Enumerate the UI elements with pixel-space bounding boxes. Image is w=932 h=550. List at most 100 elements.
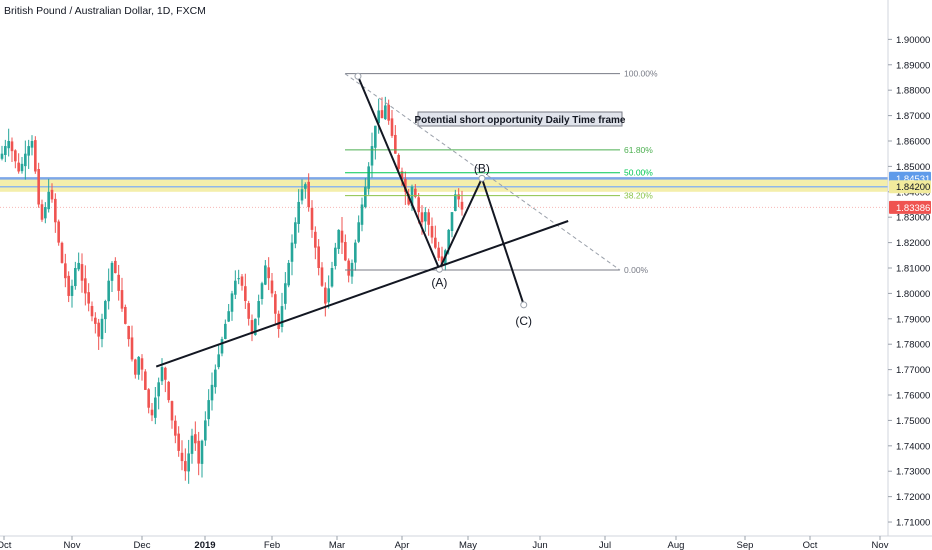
candle-body xyxy=(430,226,434,238)
wave-start-anchor xyxy=(354,72,362,80)
candle-body xyxy=(147,389,150,408)
price-axis[interactable]: 1.90000 1.89000 1.88000 1.87000 1.86000 1.850… xyxy=(887,0,932,550)
candle-body xyxy=(344,242,347,261)
candle-body xyxy=(370,146,374,166)
resistance-zone-yellow xyxy=(0,178,888,192)
candle-body xyxy=(144,371,147,390)
candle-body xyxy=(287,262,290,286)
candle-body xyxy=(24,153,27,167)
candle-body xyxy=(420,212,424,223)
candle-body xyxy=(314,231,317,248)
candle-body xyxy=(254,318,257,335)
x-tick-label: Jul xyxy=(599,540,611,550)
candle-body xyxy=(307,181,310,208)
candle-body xyxy=(130,337,134,360)
candle-body xyxy=(114,260,117,274)
candle-body xyxy=(10,141,14,152)
candle-body xyxy=(200,440,204,464)
candle-body xyxy=(47,191,50,210)
time-axis[interactable]: Oct Nov Dec 2019 Feb Mar Apr May Jun Jul Aug Sep Oct… xyxy=(0,535,932,550)
y-tick-label: 1.71000 xyxy=(896,518,930,529)
y-tick-label: 1.77000 xyxy=(896,365,930,376)
x-tick-label: Oct xyxy=(803,540,818,550)
wave-label-a: (A) xyxy=(431,275,447,289)
candle-body xyxy=(414,188,417,197)
candle-body xyxy=(380,110,384,119)
candle-body xyxy=(177,433,180,451)
candle-body xyxy=(440,256,444,266)
price-badge-label: 1.84531 xyxy=(896,174,930,185)
candle-body xyxy=(94,317,97,324)
candle-body xyxy=(137,356,140,375)
candle-body xyxy=(390,118,394,136)
y-tick-label: 1.86000 xyxy=(896,136,930,147)
candle-body xyxy=(340,230,344,243)
candle-body xyxy=(124,306,127,324)
candle-body xyxy=(277,313,280,329)
candle-body xyxy=(317,246,320,268)
candle-body xyxy=(437,247,440,258)
candle-body xyxy=(394,134,397,154)
y-tick-label: 1.73000 xyxy=(896,467,930,478)
candle-body xyxy=(450,212,454,231)
candle-body xyxy=(210,384,214,401)
y-tick-label: 1.75000 xyxy=(896,416,930,427)
fib-label: 0.00% xyxy=(624,265,649,275)
candle-body xyxy=(157,382,160,397)
candle-body xyxy=(330,268,334,287)
candle-body xyxy=(427,212,430,225)
candle-body xyxy=(0,153,4,159)
chart-title: British Pound / Australian Dollar, 1D, F… xyxy=(4,5,206,17)
y-tick-label: 1.81000 xyxy=(896,264,930,275)
time-axis-bg xyxy=(0,536,932,550)
candle-body xyxy=(460,201,464,210)
candle-body xyxy=(264,265,267,285)
candle-body xyxy=(80,264,84,281)
x-tick-label: Nov xyxy=(872,540,889,550)
candle-body xyxy=(454,194,457,211)
candlestick-series xyxy=(0,96,464,484)
candle-body xyxy=(170,401,174,421)
candle-body xyxy=(270,280,274,294)
candle-body xyxy=(347,260,350,276)
wave-label-b: (B) xyxy=(474,161,490,175)
x-tick-label: Mar xyxy=(329,540,345,550)
candle-body xyxy=(324,287,327,304)
candle-body xyxy=(44,207,47,219)
support-resistance-zones xyxy=(0,177,888,208)
candle-body xyxy=(97,322,100,337)
x-tick-label: Aug xyxy=(668,540,685,550)
candle-body xyxy=(60,242,64,263)
candle-body xyxy=(300,189,304,201)
candle-body xyxy=(354,242,357,263)
candle-body xyxy=(214,369,217,388)
y-tick-label: 1.72000 xyxy=(896,492,930,503)
candle-body xyxy=(37,169,40,205)
candle-body xyxy=(77,262,80,270)
support-trendline xyxy=(155,220,569,368)
candle-body xyxy=(164,367,167,380)
candle-body xyxy=(50,189,54,200)
candle-body xyxy=(357,222,360,242)
candle-body xyxy=(17,162,20,172)
candle-body xyxy=(274,294,277,314)
price-badge-red xyxy=(889,200,931,214)
candle-body xyxy=(364,186,367,208)
y-tick-label: 1.85000 xyxy=(896,162,930,173)
candle-body xyxy=(224,323,227,339)
candle-body xyxy=(74,268,77,287)
candle-body xyxy=(127,326,130,340)
drawing-lines[interactable] xyxy=(155,72,569,368)
candle-body xyxy=(377,110,380,124)
y-tick-label: 1.83000 xyxy=(896,213,930,224)
candle-body xyxy=(367,166,370,189)
abc-wave-path xyxy=(357,75,525,306)
candle-body xyxy=(250,320,254,335)
x-tick-label: Feb xyxy=(264,540,280,550)
fibonacci-retracement[interactable]: 100.00% 61.80% 50.00% 38.20% 0.00% xyxy=(344,69,658,275)
candle-body xyxy=(54,198,57,223)
candle-body xyxy=(294,222,297,244)
candle-body xyxy=(20,163,24,172)
y-tick-label: 1.74000 xyxy=(896,441,930,452)
